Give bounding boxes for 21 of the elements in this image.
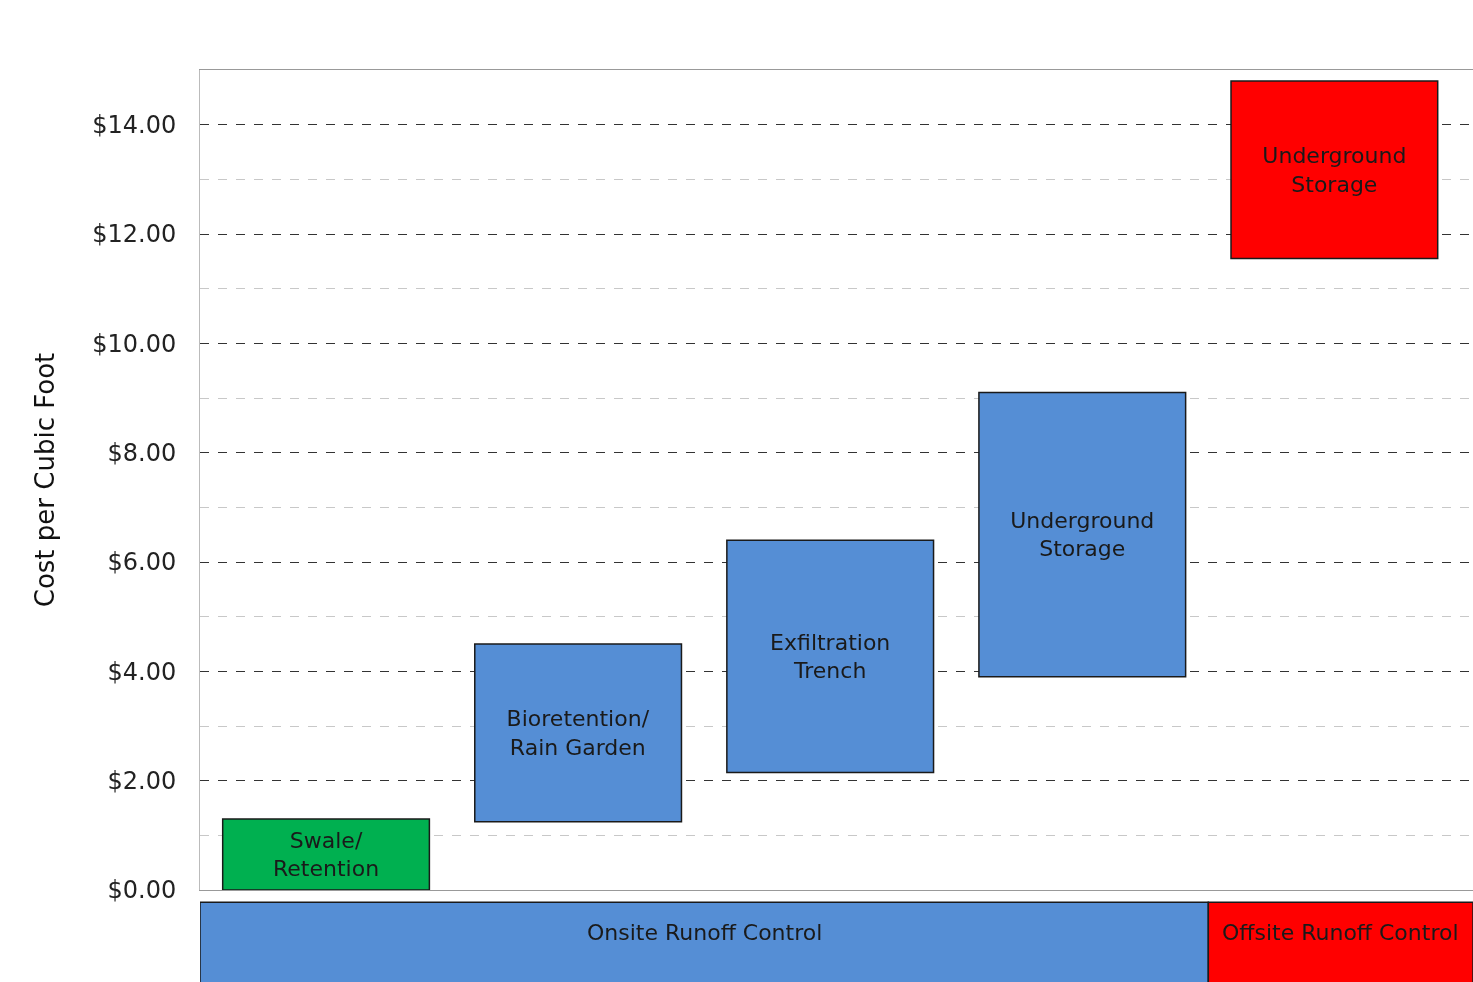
x-tick-label: Swale/ Retention [272,827,380,882]
bar [474,643,683,823]
y-tick-label: $4.00 [107,657,177,686]
y-tick-label: $0.00 [107,876,177,905]
x-tick-label: Underground Storage [1010,507,1155,562]
bar [726,539,935,774]
y-tick-label: $10.00 [92,329,177,358]
bar [1230,80,1439,260]
y-tick-label: $8.00 [107,439,177,468]
y-tick-label: $6.00 [107,548,177,577]
y-tick-label: $14.00 [92,111,177,140]
x-tick-label: Underground Storage [1262,142,1407,197]
text: Onsite Runoff Control [587,920,823,945]
y-tick-label: $12.00 [92,220,177,249]
bar [221,818,431,890]
x-tick-label: Bioretention/ Rain Garden [506,706,650,760]
y-tick-label: $2.00 [107,767,177,796]
x-tick-label: Exfiltration Trench [770,629,891,684]
text: Offsite Runoff Control [1222,920,1459,945]
y-axis-title: Cost per Cubic Foot [29,352,60,608]
bar [978,391,1187,678]
